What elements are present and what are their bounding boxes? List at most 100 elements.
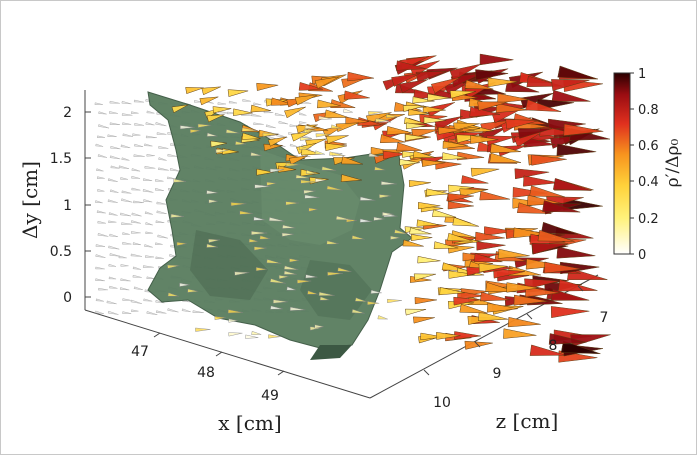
colored-arrow xyxy=(459,188,487,197)
colored-arrow xyxy=(447,232,473,242)
colored-arrow xyxy=(308,207,318,212)
colored-arrow xyxy=(289,258,300,263)
colored-arrow xyxy=(517,128,553,139)
colored-arrow xyxy=(408,108,430,116)
colored-arrow xyxy=(412,96,435,104)
background-arrow xyxy=(134,143,144,147)
background-arrow xyxy=(156,210,167,215)
colored-arrow xyxy=(278,274,289,280)
z-tick-1: 8 xyxy=(549,338,558,354)
background-arrow xyxy=(118,255,127,259)
background-arrow xyxy=(157,234,168,239)
colored-arrow xyxy=(412,150,436,158)
colored-arrow xyxy=(503,328,537,339)
colored-arrow xyxy=(505,119,540,130)
background-arrow xyxy=(144,143,153,147)
y-axis-label: Δy [cm] xyxy=(18,161,42,239)
colored-arrow xyxy=(251,330,262,336)
colorbar-tick-4: 0.8 xyxy=(638,103,659,118)
colored-arrow xyxy=(379,134,406,144)
colored-arrow xyxy=(305,169,316,174)
y-tick-0: 0 xyxy=(63,290,72,306)
background-arrow xyxy=(109,100,120,104)
background-arrow xyxy=(130,253,142,257)
colored-arrow xyxy=(233,108,253,116)
colored-arrow xyxy=(557,65,597,80)
colored-arrow xyxy=(558,279,598,292)
colored-arrow xyxy=(288,155,309,166)
colored-arrow xyxy=(255,266,267,272)
background-arrow xyxy=(108,263,117,267)
background-arrow xyxy=(97,232,109,237)
background-arrow xyxy=(131,187,141,191)
colored-arrow xyxy=(228,318,238,323)
colored-arrow xyxy=(477,311,509,322)
background-arrow xyxy=(120,278,131,282)
colored-arrow xyxy=(337,267,352,272)
background-arrow xyxy=(155,310,167,314)
background-arrow xyxy=(120,144,131,149)
colored-arrow xyxy=(550,289,590,301)
colored-arrow xyxy=(299,136,312,141)
colored-arrow xyxy=(475,69,509,81)
colored-arrow xyxy=(457,290,485,300)
background-arrow xyxy=(167,308,179,313)
colored-arrow xyxy=(414,297,437,305)
colored-arrow xyxy=(251,230,268,236)
colored-arrow xyxy=(525,286,561,298)
colored-arrow xyxy=(563,123,604,136)
colored-arrow xyxy=(490,143,522,154)
colored-arrow xyxy=(325,142,348,152)
colored-arrow xyxy=(396,142,422,152)
colored-arrow xyxy=(497,93,530,104)
background-arrow xyxy=(106,300,117,305)
colored-arrow xyxy=(410,234,433,242)
background-arrow xyxy=(181,308,191,313)
colored-arrow xyxy=(464,79,494,90)
colored-arrow xyxy=(314,76,340,89)
colored-arrow xyxy=(489,152,522,163)
background-arrow xyxy=(98,111,107,115)
colored-arrow xyxy=(479,53,514,66)
colored-arrow xyxy=(187,288,199,293)
colored-arrow xyxy=(215,149,229,154)
background-arrow xyxy=(167,153,177,157)
colored-arrow xyxy=(394,229,408,235)
colored-arrow xyxy=(439,287,465,296)
colored-arrow xyxy=(430,77,461,94)
colored-arrow xyxy=(391,73,421,87)
background-arrow xyxy=(108,212,118,216)
colored-arrow xyxy=(525,99,562,112)
colored-arrow xyxy=(269,278,286,284)
background-arrow xyxy=(263,110,274,114)
colored-arrow xyxy=(385,113,398,118)
colored-arrow xyxy=(326,185,343,191)
background-arrow xyxy=(120,198,133,203)
background-arrow xyxy=(242,98,252,102)
colored-arrow xyxy=(405,308,427,316)
colored-arrow xyxy=(208,238,220,244)
colored-arrow xyxy=(480,291,511,302)
colored-arrow xyxy=(375,118,389,123)
background-arrow xyxy=(109,189,119,193)
colored-arrow xyxy=(239,210,253,215)
background-arrow xyxy=(289,124,298,127)
colored-arrow xyxy=(529,185,566,198)
background-arrow xyxy=(145,135,157,139)
colored-arrow xyxy=(307,290,319,295)
colored-arrow xyxy=(206,114,225,123)
colorbar-tick-3: 0.6 xyxy=(638,139,659,154)
colored-arrow xyxy=(256,82,279,91)
background-arrow xyxy=(130,220,141,224)
colored-arrow xyxy=(447,201,474,210)
background-arrow xyxy=(98,287,108,291)
colored-arrow xyxy=(259,235,271,240)
background-arrow xyxy=(274,112,285,117)
colored-arrow xyxy=(537,229,575,242)
background-arrow xyxy=(131,212,142,217)
colorbar-gradient xyxy=(613,72,631,255)
background-arrow xyxy=(145,122,155,126)
colored-arrow xyxy=(418,202,441,210)
y-tick-2: 1 xyxy=(63,198,72,214)
colored-arrow xyxy=(541,221,578,235)
